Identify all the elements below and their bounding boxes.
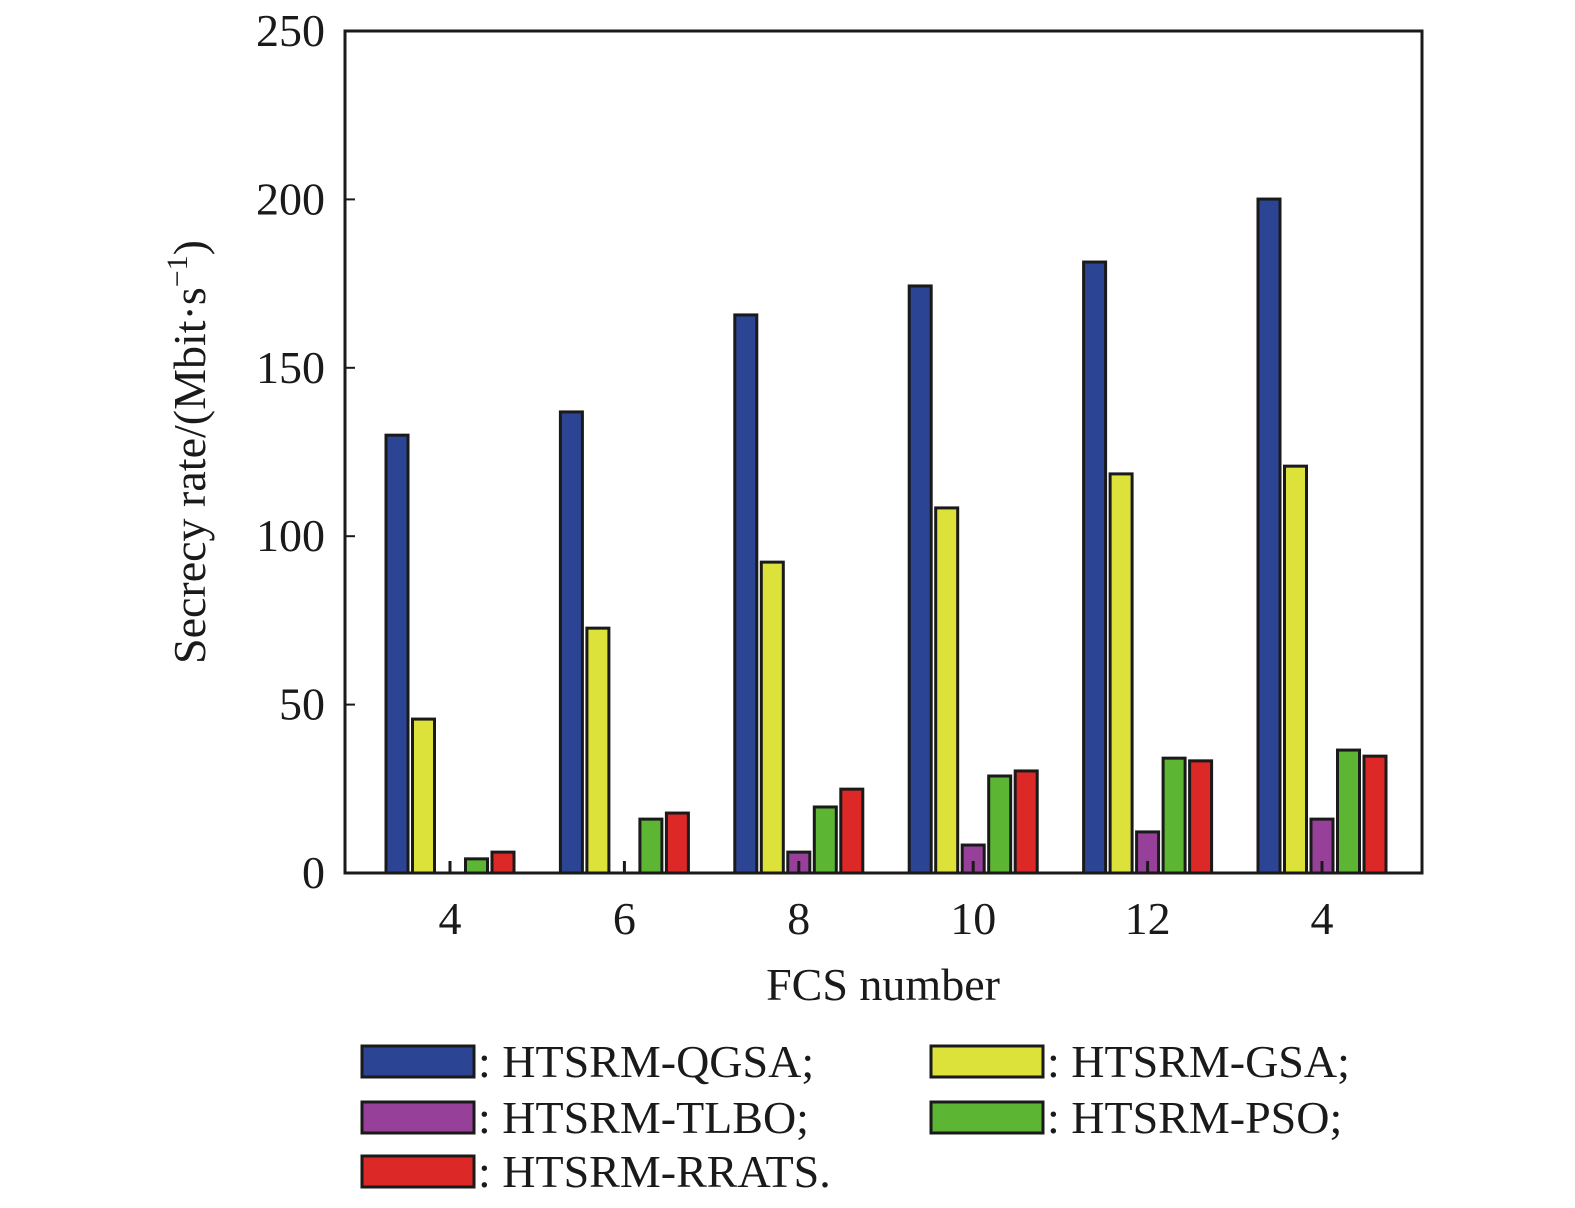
bar-htsrm-qgsa <box>907 284 933 875</box>
bar-htsrm-qgsa <box>558 410 584 875</box>
y-tick-label: 100 <box>256 510 325 561</box>
legend-swatch <box>360 1154 476 1189</box>
bar-htsrm-gsa <box>585 626 611 875</box>
bar-htsrm-pso <box>1336 748 1361 875</box>
x-tick-label: 6 <box>613 893 636 944</box>
bar-htsrm-pso <box>987 774 1013 875</box>
bar-htsrm-rrats <box>490 850 516 875</box>
bar-htsrm-gsa <box>759 560 785 875</box>
bar-htsrm-gsa <box>934 506 960 875</box>
bar-htsrm-rrats <box>664 811 690 875</box>
y-tick-label: 200 <box>256 173 325 224</box>
bar-htsrm-rrats <box>1362 754 1388 875</box>
y-tick-label: 150 <box>256 342 325 393</box>
legend-label: : HTSRM-GSA; <box>1047 1036 1350 1087</box>
x-tick-label: 4 <box>1311 893 1334 944</box>
y-axis-label-sup: −1 <box>161 255 194 287</box>
legend-label: : HTSRM-PSO; <box>1047 1092 1342 1143</box>
x-tick-label: 12 <box>1125 893 1171 944</box>
x-ticks: 4 6 8 10 12 4 <box>439 861 1334 944</box>
y-tick-label: 250 <box>256 5 325 56</box>
legend-label: : HTSRM-QGSA; <box>478 1036 814 1087</box>
legend-swatch <box>360 1100 476 1135</box>
x-tick-label: 10 <box>950 893 996 944</box>
y-axis-label-close: ) <box>164 240 215 255</box>
y-axis-label: Secrecy rate/(Mbit·s−1) <box>161 240 215 664</box>
bar-htsrm-qgsa <box>733 313 759 875</box>
y-tick-label: 50 <box>279 679 325 730</box>
bar-htsrm-qgsa <box>384 433 410 875</box>
bar-htsrm-pso <box>1161 756 1187 875</box>
legend-swatch <box>360 1044 476 1079</box>
y-ticks: 0 50 100 150 200 250 <box>256 5 355 898</box>
bar-htsrm-rrats <box>1188 759 1214 875</box>
legend-swatch <box>929 1044 1045 1079</box>
legend-label: : HTSRM-RRATS. <box>478 1146 831 1197</box>
legend: : HTSRM-QGSA;: HTSRM-GSA;: HTSRM-TLBO;: … <box>360 1036 1350 1197</box>
plot-frame <box>343 29 1424 875</box>
bar-htsrm-pso <box>464 857 489 875</box>
bar-htsrm-gsa <box>411 717 436 875</box>
x-axis-label: FCS number <box>766 959 1000 1010</box>
bars <box>384 197 1388 875</box>
bar-htsrm-qgsa <box>1082 260 1108 875</box>
y-tick-label: 0 <box>302 847 325 898</box>
x-tick-label: 4 <box>439 893 462 944</box>
x-tick-label: 8 <box>787 893 810 944</box>
legend-label: : HTSRM-TLBO; <box>478 1092 809 1143</box>
bar-htsrm-pso <box>638 817 664 875</box>
bar-htsrm-pso <box>812 805 838 875</box>
bar-htsrm-qgsa <box>1256 197 1282 875</box>
bar-htsrm-rrats <box>839 787 865 875</box>
bar-htsrm-gsa <box>1283 464 1308 875</box>
bar-htsrm-rrats <box>1013 769 1039 875</box>
bar-htsrm-gsa <box>1108 472 1134 875</box>
y-axis-label-main: Secrecy rate/(Mbit·s <box>164 287 215 664</box>
legend-swatch <box>929 1100 1045 1135</box>
